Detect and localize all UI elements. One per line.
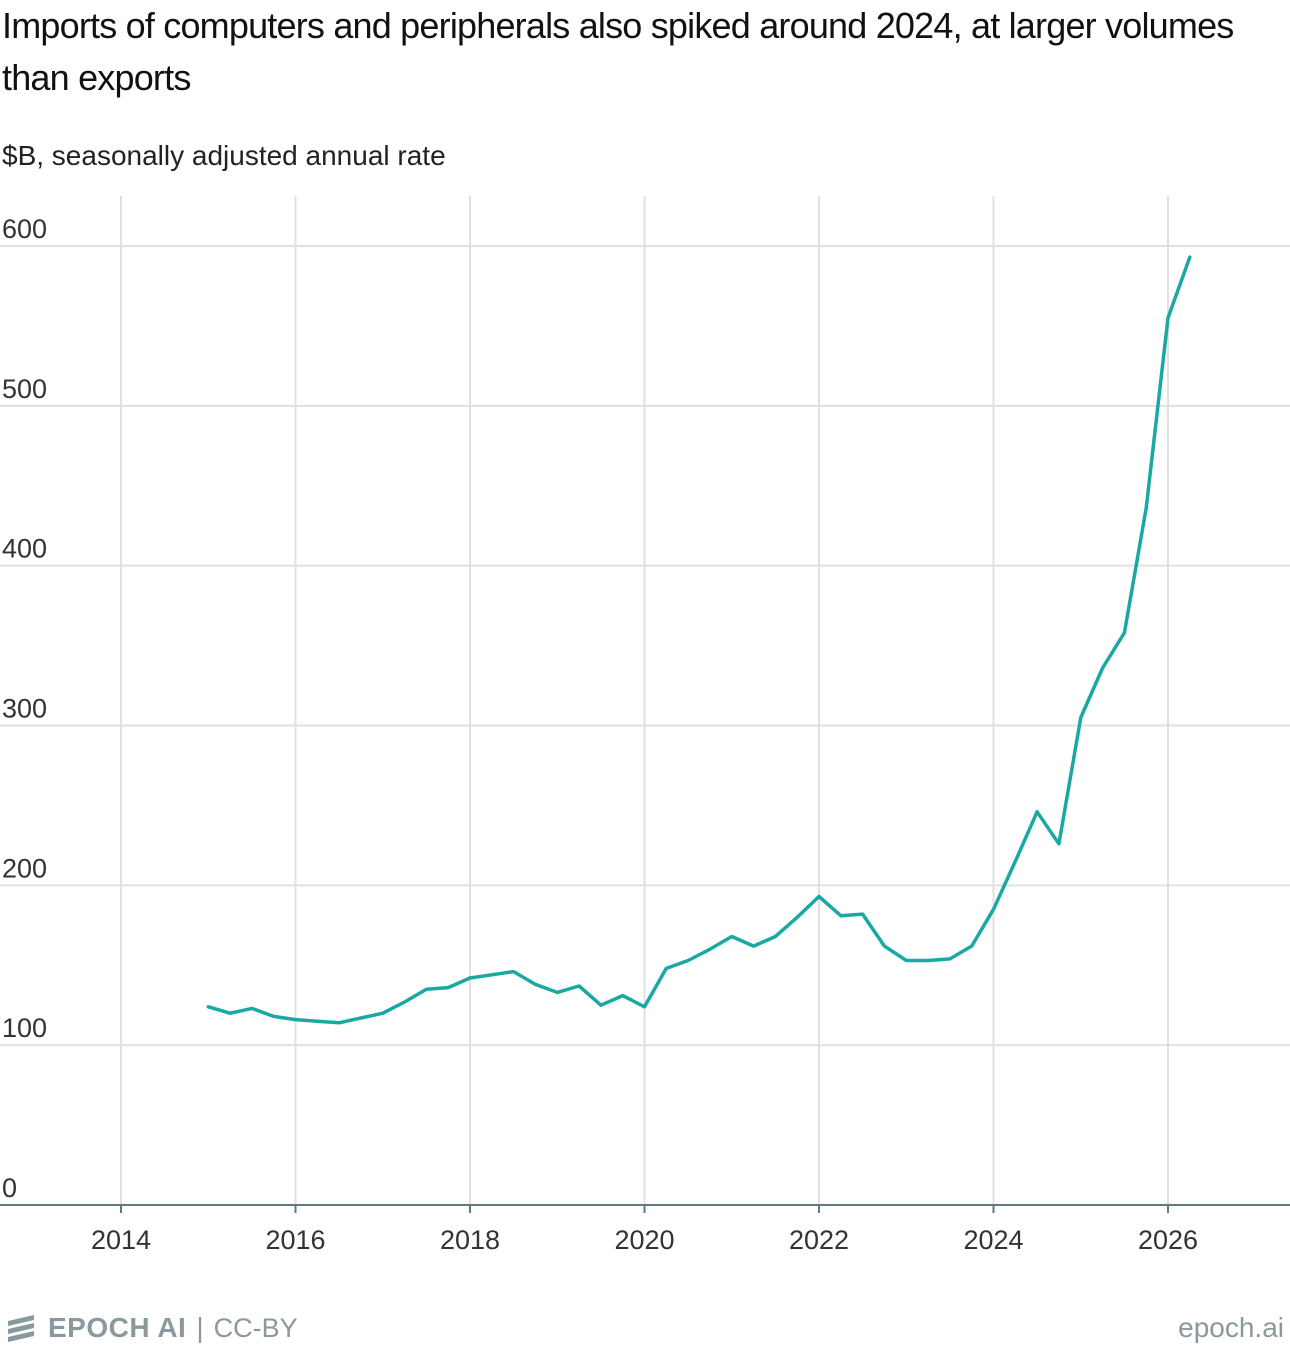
data-point-0-25 xyxy=(752,944,756,948)
x-tick-label-2020: 2020 xyxy=(614,1225,674,1255)
data-point-0-29 xyxy=(839,914,843,918)
data-point-0-6 xyxy=(337,1021,341,1025)
data-point-0-43 xyxy=(1144,506,1148,510)
data-point-0-4 xyxy=(294,1018,297,1022)
series-group xyxy=(206,255,1192,1025)
data-point-0-23 xyxy=(708,947,712,951)
data-point-0-27 xyxy=(795,915,799,919)
data-point-0-0 xyxy=(206,1005,210,1009)
data-point-0-9 xyxy=(403,1000,407,1004)
license-label: CC-BY xyxy=(213,1312,298,1343)
y-tick-label-600: 600 xyxy=(2,214,47,244)
x-tick-label-2014: 2014 xyxy=(91,1225,151,1255)
data-point-0-37 xyxy=(1013,859,1017,863)
y-tick-label-400: 400 xyxy=(2,534,47,564)
data-point-0-44 xyxy=(1166,316,1170,320)
data-point-0-16 xyxy=(555,990,559,994)
data-point-0-36 xyxy=(992,907,995,911)
data-point-0-35 xyxy=(970,944,974,948)
data-point-0-28 xyxy=(817,895,821,898)
series-line-0 xyxy=(206,255,1192,1025)
data-point-0-38 xyxy=(1035,810,1039,814)
data-point-0-39 xyxy=(1057,842,1061,846)
data-point-0-10 xyxy=(424,987,428,991)
y-tick-label-0: 0 xyxy=(2,1173,17,1203)
footer-branding: EPOCH AI | CC-BY xyxy=(4,1308,298,1348)
x-tick-label-2016: 2016 xyxy=(265,1225,325,1255)
data-point-0-12 xyxy=(468,976,472,980)
y-axis-unit-label: $B, seasonally adjusted annual rate xyxy=(2,140,446,171)
data-point-0-11 xyxy=(446,986,450,990)
x-tick-label-2022: 2022 xyxy=(789,1225,849,1255)
data-point-0-42 xyxy=(1122,631,1126,635)
y-tick-label-100: 100 xyxy=(2,1013,47,1043)
brand-name: EPOCH AI xyxy=(48,1312,187,1343)
data-point-0-45 xyxy=(1188,255,1192,259)
data-point-0-3 xyxy=(272,1014,276,1018)
data-point-0-24 xyxy=(730,935,734,938)
data-point-0-31 xyxy=(882,944,886,948)
data-point-0-41 xyxy=(1101,666,1105,670)
site-link[interactable]: epoch.ai xyxy=(1178,1312,1284,1343)
data-point-0-34 xyxy=(948,957,952,961)
data-point-0-18 xyxy=(599,1003,603,1007)
data-point-0-8 xyxy=(381,1011,385,1015)
data-point-0-17 xyxy=(577,984,581,988)
data-point-0-19 xyxy=(621,994,625,998)
data-point-0-33 xyxy=(926,959,930,962)
data-point-0-2 xyxy=(250,1006,254,1010)
y-tick-labels: 0 100 200 300 400 500 600 xyxy=(2,214,47,1203)
data-point-0-30 xyxy=(861,912,865,916)
epoch-logo-icon xyxy=(8,1315,34,1342)
data-point-0-21 xyxy=(664,966,668,970)
data-point-0-13 xyxy=(490,973,494,977)
data-point-0-1 xyxy=(228,1011,232,1015)
data-point-0-14 xyxy=(512,970,516,974)
y-tick-label-500: 500 xyxy=(2,374,47,404)
data-point-0-40 xyxy=(1079,716,1083,719)
data-point-0-20 xyxy=(643,1005,646,1009)
x-tick-labels: 2014 2016 2018 2020 2022 2024 2026 xyxy=(91,1225,1198,1255)
data-point-0-22 xyxy=(686,959,690,962)
line-chart: 0 100 200 300 400 500 600 2014 2016 2018 2020 2022… xyxy=(0,196,1290,1255)
data-point-0-32 xyxy=(904,959,908,962)
chart-title: Imports of computers and peripherals als… xyxy=(2,5,1234,98)
data-point-0-7 xyxy=(359,1016,363,1020)
y-tick-label-200: 200 xyxy=(2,853,47,883)
x-tick-label-2026: 2026 xyxy=(1138,1225,1198,1255)
footer-separator: | xyxy=(196,1312,204,1343)
data-point-0-5 xyxy=(315,1019,319,1023)
y-tick-label-300: 300 xyxy=(2,694,47,724)
data-point-0-15 xyxy=(533,982,537,986)
data-point-0-26 xyxy=(773,935,777,938)
x-tick-label-2018: 2018 xyxy=(440,1225,500,1255)
x-tick-label-2024: 2024 xyxy=(963,1225,1023,1255)
x-gridlines xyxy=(120,196,1169,1213)
